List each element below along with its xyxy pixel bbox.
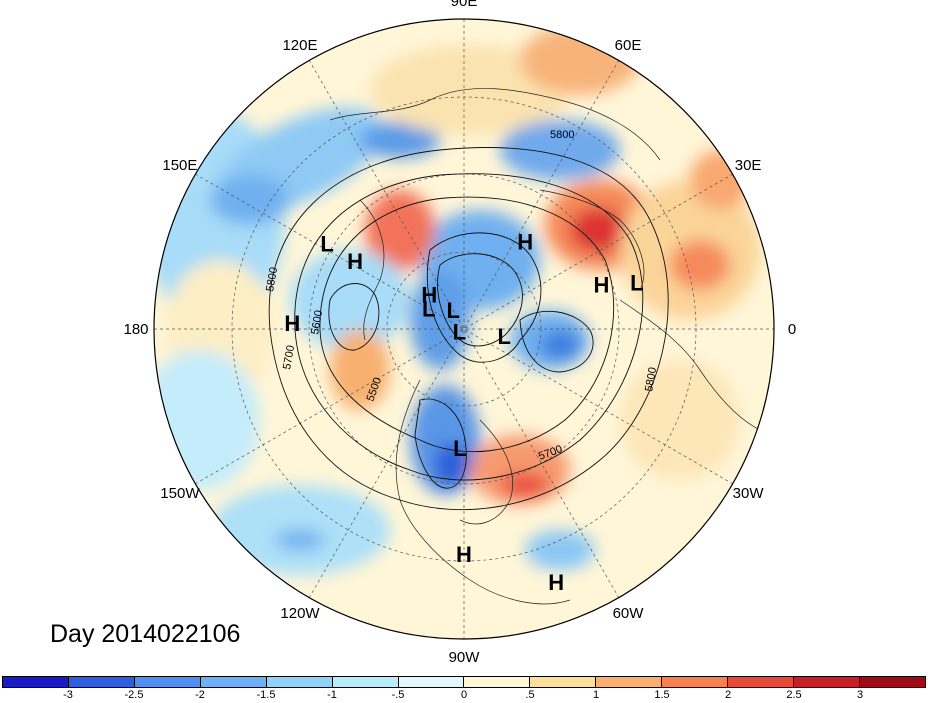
contour-label: 5800	[643, 366, 659, 392]
colorbar-segment	[134, 677, 201, 687]
colorbar-tick-label: -3	[63, 689, 73, 701]
colorbar-labels: -3 -2.5 -2 -1.5 -1 -.5 0 .5 1 1.5 2 2.5 3	[2, 689, 926, 703]
low-pressure-label: L	[422, 297, 435, 322]
low-pressure-label: L	[453, 320, 466, 345]
colorbar-tick-label: -1	[327, 689, 337, 701]
colorbar-segment	[662, 677, 729, 687]
colorbar-segment	[794, 677, 860, 687]
longitude-label: 60E	[615, 37, 642, 54]
map-title: Day 2014022106	[50, 620, 241, 648]
colorbar-tick-label: 1	[592, 689, 600, 701]
longitude-label: 90W	[449, 649, 481, 666]
longitude-label: 0	[788, 321, 796, 338]
colorbar-segment	[464, 677, 531, 687]
high-pressure-label: H	[594, 272, 610, 297]
colorbar-tick-label: -2	[195, 689, 205, 701]
longitude-label: 120W	[280, 605, 320, 622]
colorbar-tick-label: 1.5	[654, 689, 670, 701]
longitude-label: 180	[123, 321, 148, 338]
colorbar-segment	[530, 677, 597, 687]
low-pressure-label: L	[497, 324, 510, 349]
low-pressure-label: L	[446, 298, 459, 323]
longitude-label: 30E	[735, 157, 762, 174]
longitude-label: 150E	[162, 157, 197, 174]
colorbar-segment	[398, 677, 465, 687]
colorbar-segment	[68, 677, 135, 687]
colorbar-segment	[200, 677, 267, 687]
longitude-labels: 90E 60E 30E 0 30W 60W 90W 120W 150W 180 150E 120E	[123, 0, 796, 666]
coastlines	[329, 88, 761, 605]
anomaly-field: 5800 5800 5600 5700 5500 5800 5700	[154, 19, 774, 639]
colorbar-tick-label: 2.5	[786, 689, 802, 701]
longitude-label: 60W	[613, 605, 645, 622]
low-pressure-label: L	[320, 232, 333, 257]
colorbar-segment	[859, 677, 925, 687]
colorbar-tick-label: 3	[856, 689, 864, 701]
colorbar-tick-label: -2.5	[124, 689, 144, 701]
colorbar-segment	[728, 677, 795, 687]
colorbar-tick-label: 0	[460, 689, 468, 701]
contour-label: 5800	[550, 129, 574, 141]
colorbar-tick-label: -.5	[391, 689, 405, 701]
high-pressure-label: H	[421, 282, 437, 307]
high-pressure-label: H	[347, 249, 363, 274]
colorbar-segment	[596, 677, 663, 687]
high-pressure-label: H	[284, 311, 300, 336]
colorbar-tick-label: 2	[724, 689, 732, 701]
colorbar-segment	[3, 677, 69, 687]
longitude-label: 30W	[733, 485, 765, 502]
height-contours	[268, 147, 669, 511]
high-pressure-label: H	[548, 570, 564, 595]
longitude-label: 120E	[282, 37, 317, 54]
colorbar-segment	[332, 677, 399, 687]
map-boundary	[153, 18, 775, 640]
longitude-label: 150W	[160, 485, 200, 502]
longitude-label: 90E	[451, 0, 478, 10]
contour-label: 5600	[309, 309, 325, 335]
high-pressure-label: H	[517, 230, 533, 255]
colorbar	[2, 676, 926, 688]
colorbar-tick-label: .5	[525, 689, 535, 701]
graticule	[154, 19, 774, 639]
high-pressure-label: H	[456, 542, 472, 567]
colorbar-segment	[266, 677, 333, 687]
colorbar-tick-label: -1.5	[256, 689, 276, 701]
contour-label: 5800	[264, 266, 280, 292]
low-pressure-label: L	[630, 271, 643, 296]
contour-label: 5700	[281, 344, 297, 370]
low-pressure-label: L	[453, 436, 466, 461]
